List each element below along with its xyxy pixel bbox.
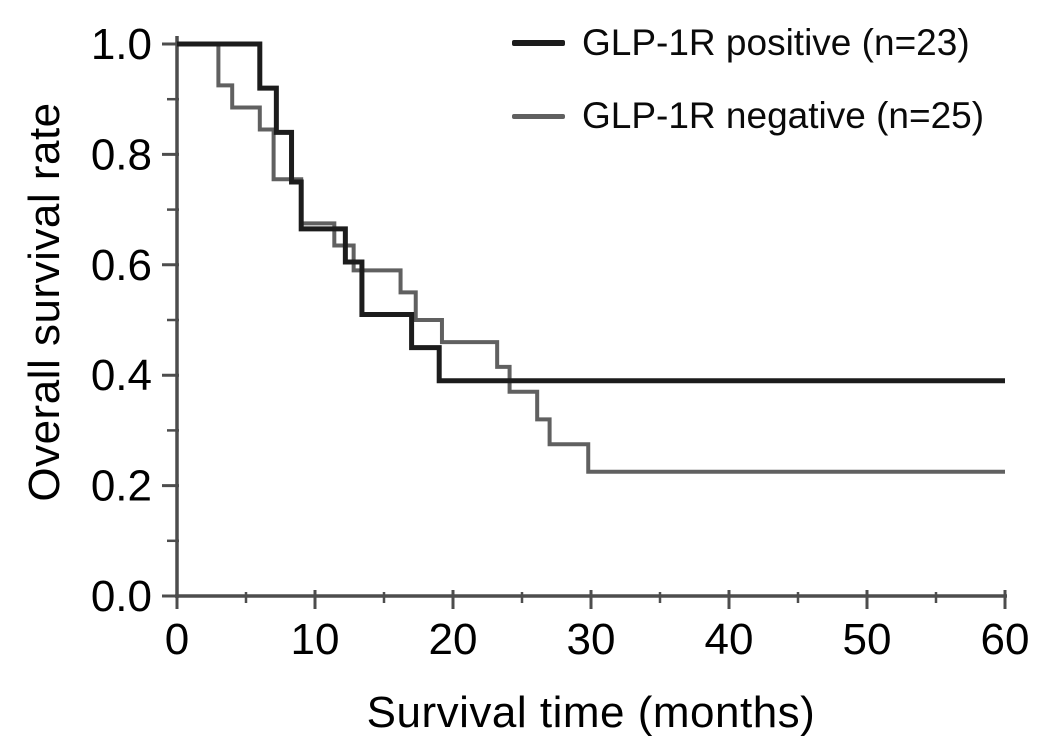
y-axis-title: Overall survival rate bbox=[20, 102, 69, 502]
y-tick-label: 0.4 bbox=[91, 351, 152, 400]
x-tick-label: 0 bbox=[165, 615, 189, 664]
y-tick-label: 0.8 bbox=[91, 130, 152, 179]
survival-curve-glp1r-negative bbox=[177, 42, 1005, 474]
x-tick-label: 40 bbox=[705, 615, 754, 664]
y-tick-label: 0.2 bbox=[91, 462, 152, 511]
x-tick-label: 50 bbox=[843, 615, 892, 664]
x-tick-label: 60 bbox=[981, 615, 1030, 664]
y-tick-label: 0.6 bbox=[91, 241, 152, 290]
survival-curve-glp1r-positive bbox=[177, 41, 1005, 384]
legend-item-negative: GLP-1R negative (n=25) bbox=[512, 95, 984, 137]
legend-line-sample-positive-icon bbox=[512, 40, 565, 46]
legend: GLP-1R positive (n=23) GLP-1R negative (… bbox=[512, 22, 984, 137]
x-tick-label: 20 bbox=[429, 615, 478, 664]
y-tick-label: 0.0 bbox=[91, 572, 152, 621]
y-tick-label: 1.0 bbox=[91, 20, 152, 69]
x-tick-label: 30 bbox=[567, 615, 616, 664]
x-tick-label: 10 bbox=[291, 615, 340, 664]
x-axis-title: Survival time (months) bbox=[366, 688, 816, 737]
legend-label-negative: GLP-1R negative (n=25) bbox=[582, 95, 985, 136]
legend-label-positive: GLP-1R positive (n=23) bbox=[582, 22, 970, 63]
legend-item-positive: GLP-1R positive (n=23) bbox=[512, 22, 984, 64]
legend-line-sample-negative-icon bbox=[512, 113, 565, 119]
